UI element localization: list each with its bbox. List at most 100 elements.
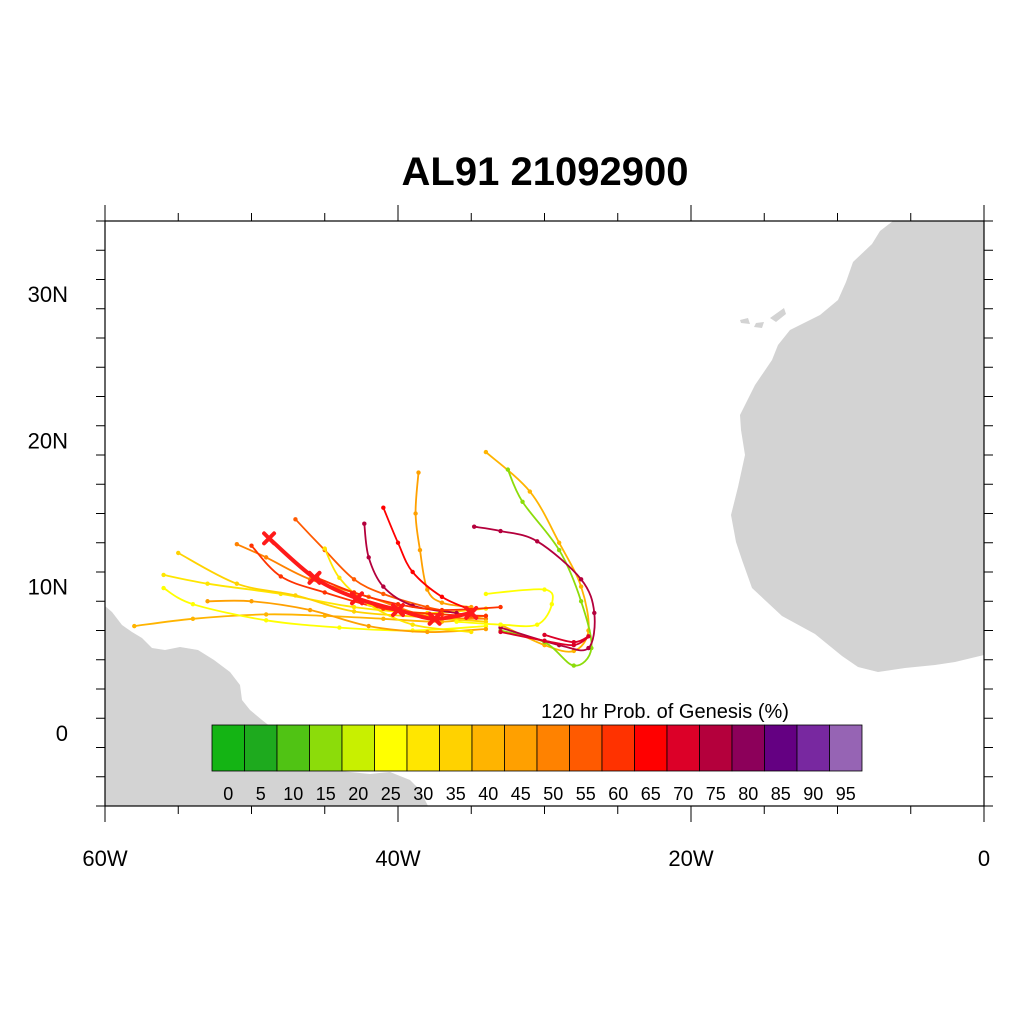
colorbar-label: 30 bbox=[413, 784, 433, 804]
track-point bbox=[586, 634, 591, 639]
track-point bbox=[362, 521, 367, 526]
south-america-landmass bbox=[105, 606, 428, 806]
colorbar-label: 65 bbox=[641, 784, 661, 804]
track-point bbox=[483, 626, 489, 632]
x-tick-label: 20W bbox=[668, 846, 713, 871]
track-point bbox=[425, 629, 430, 635]
track-point bbox=[322, 590, 327, 595]
ensemble-track-line bbox=[382, 507, 472, 611]
colorbar-label: 85 bbox=[771, 784, 791, 804]
track-point bbox=[190, 601, 196, 607]
colorbar-box bbox=[504, 724, 538, 772]
colorbar-box bbox=[341, 724, 375, 772]
colorbar-label: 60 bbox=[608, 784, 628, 804]
colorbar-label: 70 bbox=[673, 784, 693, 804]
track-point bbox=[425, 587, 430, 592]
colorbar-label: 5 bbox=[256, 784, 266, 804]
colorbar-box bbox=[796, 724, 830, 772]
track-point bbox=[161, 585, 166, 591]
mean-track-marker bbox=[307, 570, 322, 585]
track-point bbox=[132, 623, 137, 629]
track-point bbox=[542, 587, 547, 592]
colorbar-label: 80 bbox=[738, 784, 758, 804]
track-point bbox=[337, 625, 342, 630]
y-tick-label: 30N bbox=[28, 282, 68, 307]
track-point bbox=[381, 505, 386, 510]
track-point bbox=[469, 629, 474, 635]
track-point bbox=[381, 616, 386, 621]
track-point bbox=[190, 616, 196, 621]
track-point bbox=[542, 638, 547, 643]
canary-islands bbox=[740, 308, 786, 328]
colorbar-box bbox=[536, 724, 570, 772]
colorbar-label: 55 bbox=[576, 784, 596, 804]
colorbar-box bbox=[406, 724, 440, 772]
track-point bbox=[234, 581, 240, 586]
colorbar-label: 95 bbox=[836, 784, 856, 804]
colorbar-box bbox=[211, 724, 245, 772]
track-point bbox=[263, 612, 269, 617]
track-point bbox=[527, 489, 533, 494]
track-point bbox=[161, 572, 166, 578]
ensemble-track-line bbox=[294, 518, 472, 617]
y-tick-label: 20N bbox=[28, 428, 68, 453]
track-point bbox=[571, 640, 576, 645]
track-point bbox=[205, 599, 210, 604]
x-tick-label: 60W bbox=[82, 846, 127, 871]
track-point bbox=[322, 546, 327, 551]
track-point bbox=[578, 577, 584, 582]
y-tick-label: 10N bbox=[28, 575, 68, 600]
track-point bbox=[249, 599, 254, 604]
track-point bbox=[520, 499, 525, 504]
track-point bbox=[556, 547, 562, 553]
track-point bbox=[498, 622, 503, 627]
track-point bbox=[381, 591, 386, 597]
ensemble-tracks bbox=[132, 449, 597, 668]
colorbar-label: 90 bbox=[803, 784, 823, 804]
track-point bbox=[586, 645, 591, 651]
track-point bbox=[483, 591, 489, 597]
colorbar-box bbox=[634, 724, 668, 772]
colorbar-label: 25 bbox=[381, 784, 401, 804]
x-tick-label: 40W bbox=[375, 846, 420, 871]
track-point bbox=[534, 622, 540, 627]
colorbar-box bbox=[439, 724, 473, 772]
track-point bbox=[381, 584, 386, 589]
colorbar-box bbox=[699, 724, 733, 772]
track-point bbox=[307, 607, 313, 613]
track-point bbox=[234, 542, 240, 547]
colorbar-label: 20 bbox=[348, 784, 368, 804]
ensemble-track-line bbox=[474, 525, 596, 652]
colorbar-label: 40 bbox=[478, 784, 498, 804]
track-point bbox=[439, 600, 445, 605]
track-point bbox=[534, 539, 540, 544]
track-point bbox=[413, 511, 418, 516]
track-point bbox=[263, 555, 269, 560]
track-point bbox=[439, 594, 445, 600]
track-point bbox=[395, 601, 401, 607]
track-point bbox=[205, 581, 210, 586]
ensemble-track-line bbox=[414, 472, 472, 608]
colorbar-label: 0 bbox=[223, 784, 233, 804]
map-title: AL91 21092900 bbox=[401, 150, 689, 194]
track-point bbox=[366, 623, 371, 629]
colorbar-box bbox=[601, 724, 635, 772]
colorbar-box bbox=[244, 724, 278, 772]
colorbar-box bbox=[276, 724, 310, 772]
colorbar-label: 35 bbox=[446, 784, 466, 804]
track-point bbox=[366, 555, 371, 560]
track-point bbox=[410, 622, 415, 627]
axis-labels: 60W 40W 20W 0 0 10N 20N 30N bbox=[28, 282, 990, 871]
colorbar-box bbox=[471, 724, 505, 772]
colorbar-box bbox=[731, 724, 765, 772]
mean-track-marker bbox=[427, 611, 442, 626]
track-point bbox=[410, 569, 415, 575]
track-point bbox=[542, 632, 547, 638]
track-point bbox=[498, 528, 503, 534]
track-point bbox=[483, 619, 489, 624]
track-point bbox=[293, 517, 298, 522]
x-tick-label: 0 bbox=[978, 846, 990, 871]
ensemble-track-line bbox=[500, 469, 593, 667]
colorbar-label: 15 bbox=[316, 784, 336, 804]
